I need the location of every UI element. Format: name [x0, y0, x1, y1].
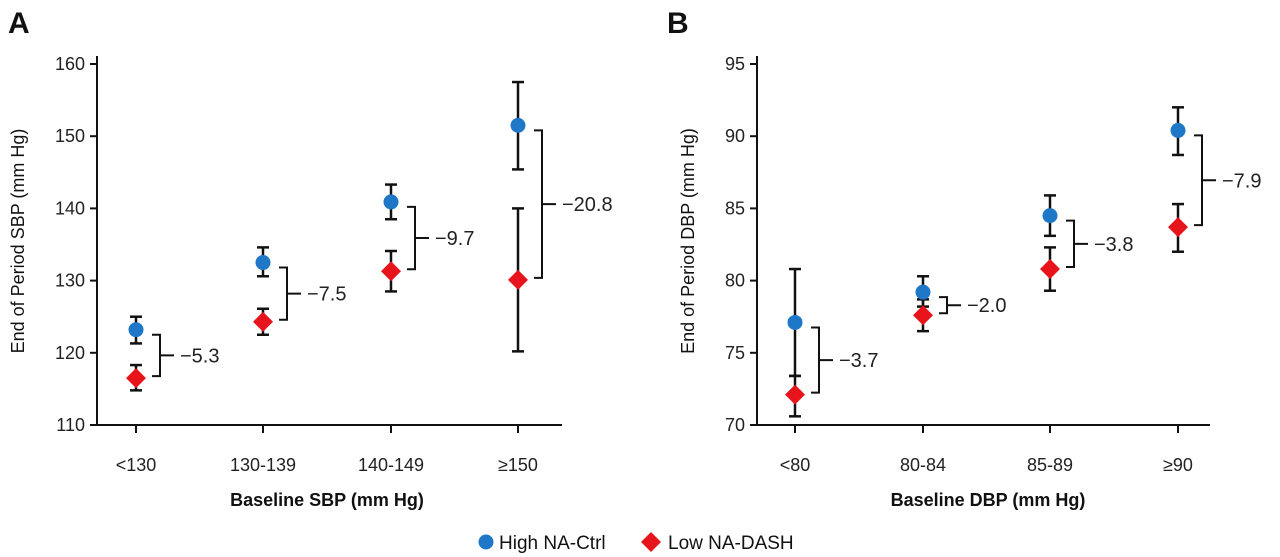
p1-x-tick-label: 85-89 [1027, 455, 1073, 475]
p0-point-low-na-dash [508, 269, 528, 290]
marks-b: −3.7 −2.0 −3.8 −7.9 [785, 106, 1261, 418]
p0-point-high-na-ctrl [255, 255, 271, 271]
legend: High NA-Ctrl Low NA-DASH [478, 532, 794, 554]
p0-x-tick-label: 140-149 [358, 455, 424, 475]
p1-point-low-na-dash [1040, 259, 1060, 280]
p0-point-high-na-ctrl [383, 194, 399, 210]
p1-x-tick-label: 80-84 [900, 455, 946, 475]
p1-y-tick-label: 95 [725, 54, 745, 74]
y-axis-title-b: End of Period DBP (mm Hg) [678, 128, 698, 354]
p0-point-high-na-ctrl [128, 322, 144, 338]
p0-difference-bracket [279, 266, 301, 321]
x-axis-title-a: Baseline SBP (mm Hg) [230, 490, 424, 510]
p1-difference-bracket [939, 296, 961, 315]
legend-marker-high-na-ctrl [478, 534, 494, 550]
p1-y-tick-label: 75 [725, 343, 745, 363]
p1-x-tick-label: <80 [780, 455, 811, 475]
p0-y-tick-label: 110 [56, 415, 85, 435]
p1-point-high-na-ctrl [787, 314, 803, 330]
p1-difference-bracket [1066, 219, 1088, 269]
ticks-b: 70 75 80 85 90 95 <80 80-84 85-89 ≥90 [725, 54, 1193, 475]
p0-difference-label: −7.5 [307, 284, 346, 306]
panel-letter-a: A [8, 7, 30, 40]
p0-y-tick-label: 120 [55, 343, 85, 363]
p1-y-tick-label: 90 [725, 126, 745, 146]
p1-y-tick-label: 85 [725, 198, 745, 218]
p0-x-tick-label: <130 [116, 455, 157, 475]
p1-x-tick-label: ≥90 [1163, 455, 1193, 475]
panel-letter-b: B [667, 7, 689, 40]
x-axis-title-b: Baseline DBP (mm Hg) [891, 490, 1086, 510]
marks-a: −5.3 −7.5 −9.7 −20.8 [126, 80, 613, 392]
p1-point-high-na-ctrl [915, 284, 931, 300]
p1-point-low-na-dash [785, 384, 805, 405]
p0-difference-label: −5.3 [180, 345, 219, 367]
p0-difference-label: −20.8 [562, 194, 613, 216]
p0-y-tick-label: 140 [55, 198, 85, 218]
p0-difference-bracket [407, 205, 429, 271]
p1-difference-label: −3.8 [1094, 234, 1133, 256]
p1-point-high-na-ctrl [1042, 208, 1058, 224]
ticks-a: 110 120 130 140 150 160 <130 130-139 140-149 ≥150 [55, 54, 538, 475]
panel-a: A End of Period SBP (mm Hg) Baseline SBP… [8, 7, 613, 510]
p0-y-tick-label: 150 [55, 126, 85, 146]
p1-point-high-na-ctrl [1170, 122, 1186, 138]
p0-point-low-na-dash [253, 311, 273, 332]
p0-y-tick-label: 160 [55, 54, 85, 74]
legend-label-high-na-ctrl: High NA-Ctrl [499, 533, 606, 554]
p1-difference-label: −3.7 [839, 350, 878, 372]
p1-point-low-na-dash [913, 305, 933, 326]
p1-y-tick-label: 70 [725, 415, 745, 435]
p1-y-tick-label: 80 [725, 271, 745, 291]
p0-point-low-na-dash [381, 261, 401, 282]
p1-difference-bracket [811, 326, 833, 394]
p1-point-low-na-dash [1168, 217, 1188, 238]
p0-point-high-na-ctrl [510, 117, 526, 133]
p0-x-tick-label: ≥150 [498, 455, 538, 475]
p0-point-low-na-dash [126, 368, 146, 389]
p0-difference-bracket [152, 333, 174, 378]
p0-difference-bracket [534, 129, 556, 279]
p1-difference-label: −2.0 [967, 295, 1006, 317]
p0-y-tick-label: 130 [55, 271, 85, 291]
legend-label-low-na-dash: Low NA-DASH [668, 533, 794, 554]
p0-x-tick-label: 130-139 [230, 455, 296, 475]
p0-difference-label: −9.7 [435, 228, 474, 250]
panel-b: B End of Period DBP (mm Hg) Baseline DBP… [667, 7, 1261, 510]
p1-difference-label: −7.9 [1222, 170, 1261, 192]
y-axis-title-a: End of Period SBP (mm Hg) [8, 129, 28, 354]
p1-difference-bracket [1194, 134, 1216, 227]
legend-marker-low-na-dash [641, 532, 661, 552]
